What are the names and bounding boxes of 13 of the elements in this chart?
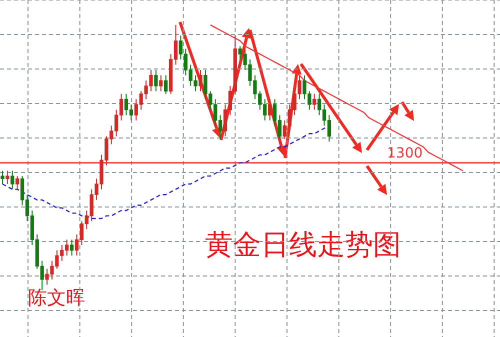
- candlestick: [198, 70, 202, 92]
- annotation: 陈文晖: [28, 286, 85, 311]
- candlestick: [0, 170, 4, 185]
- candlestick: [268, 98, 272, 121]
- candlestick: [164, 74, 168, 94]
- annotation: 1300: [387, 145, 423, 162]
- candlestick: [312, 93, 316, 110]
- candlestick: [70, 239, 74, 256]
- candlestick: [154, 70, 158, 92]
- candlestick: [10, 170, 14, 190]
- text: 黄金日线走势图: [205, 227, 401, 263]
- candlestick: [15, 176, 20, 190]
- candlestick: [6, 170, 10, 185]
